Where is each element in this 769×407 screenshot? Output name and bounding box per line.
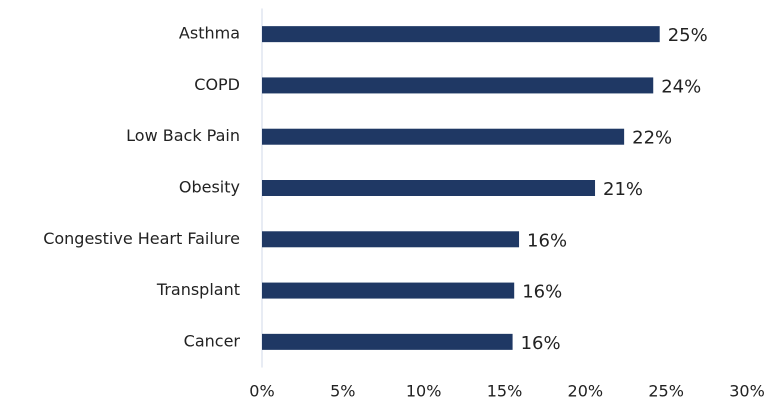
x-tick-label: 10%: [406, 382, 442, 401]
x-tick-label: 0%: [249, 382, 274, 401]
value-label: 16%: [522, 282, 562, 303]
y-tick-label: COPD: [194, 75, 240, 94]
bar: [262, 231, 520, 248]
y-tick-label: Asthma: [179, 24, 240, 43]
x-tick-label: 15%: [487, 382, 523, 401]
x-tick-label: 20%: [568, 382, 604, 401]
x-tick-label: 25%: [648, 382, 684, 401]
y-tick-label: Obesity: [179, 178, 240, 197]
bar: [262, 26, 660, 43]
bar: [262, 282, 515, 299]
value-label: 21%: [603, 179, 643, 200]
y-tick-label: Cancer: [184, 331, 241, 350]
value-label: 16%: [527, 230, 567, 251]
y-tick-label: Transplant: [156, 280, 240, 299]
value-label: 25%: [668, 25, 708, 46]
bar: [262, 333, 513, 350]
value-label: 16%: [521, 333, 561, 354]
bar: [262, 180, 596, 196]
value-label: 24%: [661, 76, 701, 97]
x-tick-label: 5%: [330, 382, 355, 401]
value-label: 22%: [632, 128, 672, 149]
x-tick-label: 30%: [729, 382, 765, 401]
y-tick-label: Congestive Heart Failure: [43, 229, 240, 248]
y-tick-label: Low Back Pain: [126, 126, 240, 145]
bar: [262, 128, 625, 145]
bar: [262, 77, 654, 94]
